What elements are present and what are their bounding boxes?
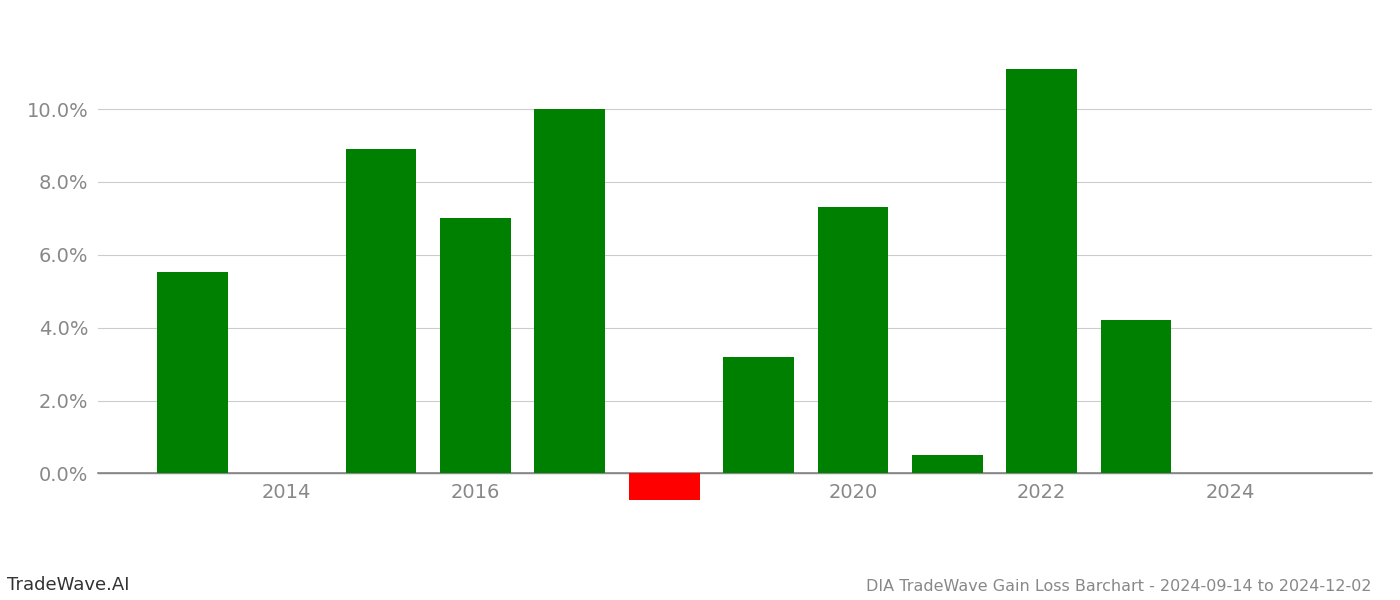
Bar xyxy=(911,455,983,473)
Text: TradeWave.AI: TradeWave.AI xyxy=(7,576,129,594)
Bar xyxy=(157,272,228,473)
Bar xyxy=(1007,69,1077,473)
Bar xyxy=(440,218,511,473)
Bar xyxy=(535,109,605,473)
Bar xyxy=(1100,320,1172,473)
Bar xyxy=(629,473,700,500)
Bar xyxy=(346,149,416,473)
Bar xyxy=(818,208,889,473)
Bar xyxy=(724,357,794,473)
Text: DIA TradeWave Gain Loss Barchart - 2024-09-14 to 2024-12-02: DIA TradeWave Gain Loss Barchart - 2024-… xyxy=(867,579,1372,594)
